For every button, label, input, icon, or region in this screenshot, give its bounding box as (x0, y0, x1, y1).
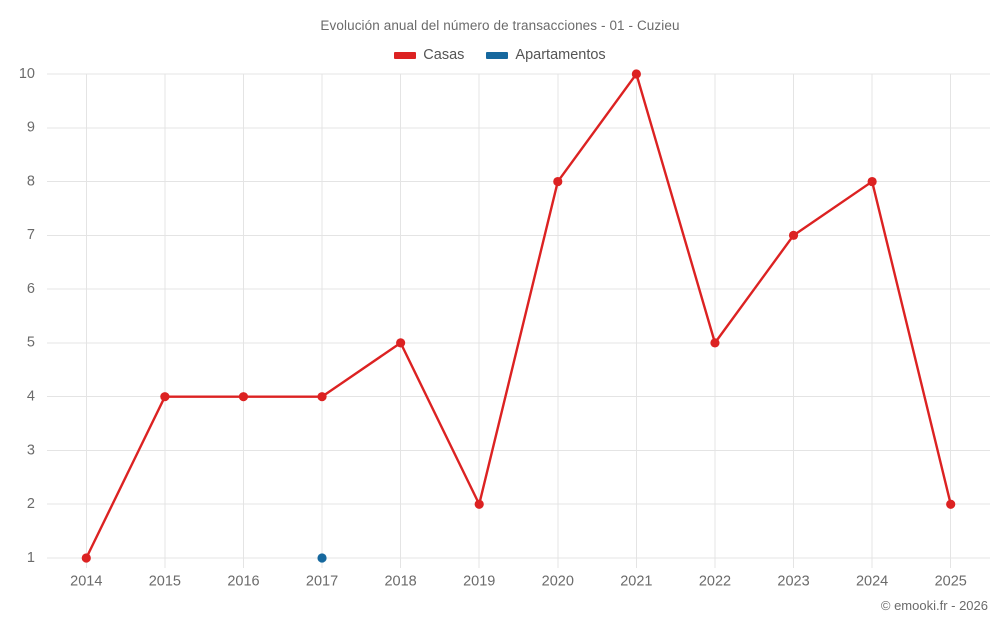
y-axis-tick-label: 3 (27, 442, 35, 458)
data-point-casas[interactable] (396, 338, 406, 348)
y-axis-tick-label: 2 (27, 496, 35, 512)
y-axis-tick-label: 9 (27, 120, 35, 136)
data-point-casas[interactable] (160, 392, 170, 402)
data-point-casas[interactable] (474, 499, 484, 509)
data-point-casas[interactable] (867, 176, 877, 187)
legend-swatch-apartamentos (486, 51, 509, 59)
y-axis-tick-label: 5 (27, 335, 35, 351)
x-axis-tick-label: 2015 (149, 574, 181, 590)
legend-item-apartamentos[interactable]: Apartamentos (486, 47, 606, 63)
x-axis-tick-label: 2016 (227, 574, 259, 590)
x-axis-tick-label: 2024 (856, 574, 888, 590)
x-axis-tick-label: 2020 (542, 574, 574, 590)
legend-swatch-casas (394, 51, 417, 59)
data-point-casas[interactable] (788, 230, 799, 240)
y-axis-tick-labels: 1 2 3 4 5 6 7 8 9 10 (19, 66, 35, 566)
x-axis-tick-labels: 2014 2015 2016 2017 2018 2019 2020 2021 2022 2023… (70, 574, 967, 590)
chart-title: Evolución anual del número de transaccio… (320, 18, 680, 33)
x-axis-tick-label: 2025 (935, 574, 967, 590)
gridlines (47, 73, 990, 568)
x-axis-tick-label: 2014 (70, 574, 102, 590)
legend-label-apartamentos: Apartamentos (515, 47, 606, 63)
y-axis-tick-label: 6 (27, 281, 35, 297)
y-axis-tick-label: 7 (27, 227, 35, 243)
x-axis-tick-label: 2017 (306, 574, 338, 590)
data-point-apartamentos[interactable] (317, 553, 327, 563)
data-point-casas[interactable] (710, 338, 720, 348)
x-axis-tick-label: 2021 (620, 574, 652, 590)
x-axis-tick-label: 2019 (463, 574, 495, 590)
data-point-casas[interactable] (238, 392, 249, 402)
data-point-casas[interactable] (317, 392, 327, 402)
data-point-casas[interactable] (946, 499, 956, 509)
x-axis-tick-label: 2022 (699, 574, 731, 590)
y-axis-tick-label: 1 (27, 550, 35, 566)
y-axis-tick-label: 4 (27, 388, 35, 404)
copyright-credit: © emooki.fr - 2026 (880, 598, 988, 613)
legend-label-casas: Casas (423, 47, 465, 63)
data-series-layer (81, 69, 956, 563)
x-axis-tick-label: 2023 (777, 574, 809, 590)
x-axis-tick-label: 2018 (384, 574, 416, 590)
y-axis-tick-label: 8 (27, 173, 35, 189)
data-point-casas[interactable] (631, 69, 641, 79)
data-point-casas[interactable] (81, 553, 91, 563)
series-line-casas (85, 72, 952, 560)
data-point-casas[interactable] (553, 176, 563, 187)
chart-legend: Casas Apartamentos (0, 45, 1000, 65)
y-axis-tick-label: 10 (19, 66, 35, 82)
legend-item-casas[interactable]: Casas (394, 47, 464, 63)
